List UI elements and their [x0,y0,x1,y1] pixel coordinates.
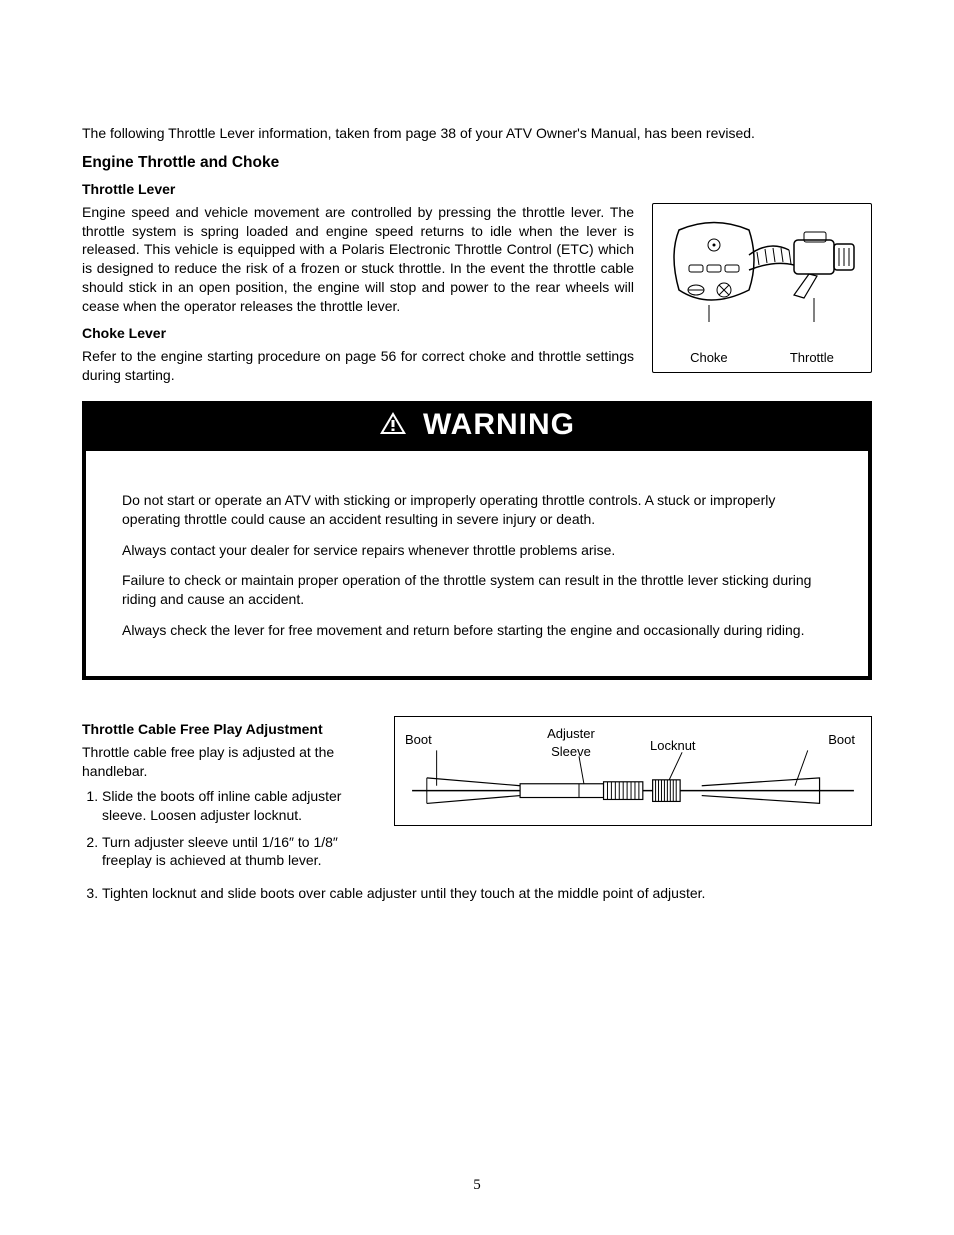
warning-box: Do not start or operate an ATV with stic… [82,451,872,680]
choke-label: Choke [690,349,728,367]
freeplay-intro: Throttle cable free play is adjusted at … [82,743,382,781]
handlebar-svg [659,210,865,340]
warning-p2: Always contact your dealer for service r… [122,541,832,560]
choke-lever-heading: Choke Lever [82,324,634,343]
page-number: 5 [0,1175,954,1195]
warning-banner: WARNING [82,401,872,451]
section-title: Engine Throttle and Choke [82,153,872,174]
warning-p3: Failure to check or maintain proper oper… [122,571,832,609]
freeplay-step-3: Tighten locknut and slide boots over cab… [102,884,872,903]
warning-triangle-icon [379,411,407,440]
choke-lever-body: Refer to the engine starting procedure o… [82,347,634,385]
throttle-lever-heading: Throttle Lever [82,180,872,199]
intro-text: The following Throttle Lever information… [82,124,872,143]
throttle-label: Throttle [790,349,834,367]
freeplay-steps-continued: Tighten locknut and slide boots over cab… [82,884,872,903]
freeplay-heading: Throttle Cable Free Play Adjustment [82,720,382,739]
throttle-lever-body: Engine speed and vehicle movement are co… [82,203,634,316]
freeplay-step-1: Slide the boots off inline cable adjuste… [102,787,382,825]
cable-figure: Boot Adjuster Sleeve Locknut Boot [394,716,872,826]
handlebar-figure: Choke Throttle [652,203,872,373]
warning-title: WARNING [423,405,575,446]
warning-p4: Always check the lever for free movement… [122,621,832,640]
freeplay-step-2: Turn adjuster sleeve until 1/16″ to 1/8″… [102,833,382,871]
freeplay-steps: Slide the boots off inline cable adjuste… [82,787,382,871]
cable-svg [395,717,871,825]
warning-p1: Do not start or operate an ATV with stic… [122,491,832,529]
